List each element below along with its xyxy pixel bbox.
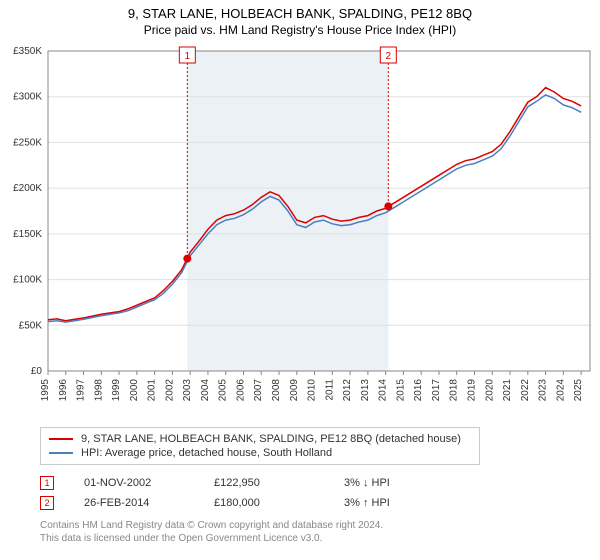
svg-text:2006: 2006 xyxy=(235,379,246,402)
svg-text:2021: 2021 xyxy=(502,379,513,402)
svg-text:2009: 2009 xyxy=(289,379,300,402)
svg-text:2008: 2008 xyxy=(271,379,282,402)
legend-swatch-property xyxy=(49,438,73,440)
svg-text:1997: 1997 xyxy=(76,379,87,402)
chart-title: 9, STAR LANE, HOLBEACH BANK, SPALDING, P… xyxy=(0,0,600,21)
legend-box: 9, STAR LANE, HOLBEACH BANK, SPALDING, P… xyxy=(40,427,480,465)
sale-delta-2: 3% ↑ HPI xyxy=(344,497,444,509)
footer-line-1: Contains HM Land Registry data © Crown c… xyxy=(40,519,590,532)
svg-text:2001: 2001 xyxy=(147,379,158,402)
sale-price-1: £122,950 xyxy=(214,477,314,489)
svg-text:2004: 2004 xyxy=(200,379,211,402)
svg-text:£300K: £300K xyxy=(13,92,42,103)
sale-date-1: 01-NOV-2002 xyxy=(84,477,184,489)
chart-svg: £0 £50K £100K £150K £200K £250K £300K £350K 1995… xyxy=(0,41,600,421)
legend-area: 9, STAR LANE, HOLBEACH BANK, SPALDING, P… xyxy=(0,421,600,545)
legend-row-hpi: HPI: Average price, detached house, Sout… xyxy=(49,446,471,460)
svg-text:2000: 2000 xyxy=(129,379,140,402)
chart-subtitle: Price paid vs. HM Land Registry's House … xyxy=(0,21,600,41)
svg-text:2007: 2007 xyxy=(253,379,264,402)
svg-text:2016: 2016 xyxy=(413,379,424,402)
footer-note: Contains HM Land Registry data © Crown c… xyxy=(40,513,590,545)
svg-text:2025: 2025 xyxy=(573,379,584,402)
svg-text:2012: 2012 xyxy=(342,379,353,402)
svg-text:2024: 2024 xyxy=(555,379,566,402)
svg-text:2015: 2015 xyxy=(395,379,406,402)
chart-plot-area: £0 £50K £100K £150K £200K £250K £300K £350K 1995… xyxy=(0,41,600,421)
svg-text:2005: 2005 xyxy=(218,379,229,402)
legend-swatch-hpi xyxy=(49,452,73,454)
svg-text:2020: 2020 xyxy=(484,379,495,402)
svg-text:£350K: £350K xyxy=(13,46,42,57)
svg-text:1996: 1996 xyxy=(58,379,69,402)
svg-text:£200K: £200K xyxy=(13,183,42,194)
svg-text:2011: 2011 xyxy=(324,379,335,401)
svg-text:2010: 2010 xyxy=(307,379,318,402)
svg-text:2017: 2017 xyxy=(431,379,442,402)
svg-text:1995: 1995 xyxy=(40,379,51,402)
svg-text:1998: 1998 xyxy=(93,379,104,402)
legend-label-property: 9, STAR LANE, HOLBEACH BANK, SPALDING, P… xyxy=(81,433,461,445)
svg-text:2014: 2014 xyxy=(378,379,389,402)
svg-text:2019: 2019 xyxy=(466,379,477,402)
svg-text:2002: 2002 xyxy=(164,379,175,402)
svg-text:£0: £0 xyxy=(31,366,43,377)
sale-row-1: 1 01-NOV-2002 £122,950 3% ↓ HPI xyxy=(40,473,590,493)
svg-text:2013: 2013 xyxy=(360,379,371,402)
svg-text:2: 2 xyxy=(386,51,392,62)
svg-text:2003: 2003 xyxy=(182,379,193,402)
sale-date-2: 26-FEB-2014 xyxy=(84,497,184,509)
sale-marker-1: 1 xyxy=(40,476,54,490)
svg-text:£250K: £250K xyxy=(13,137,42,148)
svg-text:£150K: £150K xyxy=(13,229,42,240)
svg-text:1: 1 xyxy=(185,51,191,62)
svg-text:2018: 2018 xyxy=(449,379,460,402)
footer-line-2: This data is licensed under the Open Gov… xyxy=(40,532,590,545)
sale-price-2: £180,000 xyxy=(214,497,314,509)
sale-marker-2: 2 xyxy=(40,496,54,510)
svg-text:£50K: £50K xyxy=(19,320,43,331)
svg-text:1999: 1999 xyxy=(111,379,122,402)
sale-delta-1: 3% ↓ HPI xyxy=(344,477,444,489)
svg-text:2022: 2022 xyxy=(520,379,531,402)
svg-text:£100K: £100K xyxy=(13,275,42,286)
svg-text:2023: 2023 xyxy=(538,379,549,402)
legend-label-hpi: HPI: Average price, detached house, Sout… xyxy=(81,447,332,459)
sale-row-2: 2 26-FEB-2014 £180,000 3% ↑ HPI xyxy=(40,493,590,513)
legend-row-property: 9, STAR LANE, HOLBEACH BANK, SPALDING, P… xyxy=(49,432,471,446)
